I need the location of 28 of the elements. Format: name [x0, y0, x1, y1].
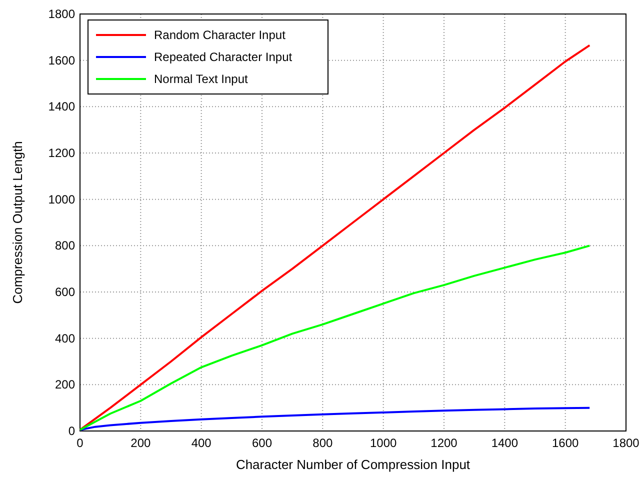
y-tick-label: 200: [54, 378, 76, 392]
legend-label: Random Character Input: [154, 28, 286, 42]
x-tick-label: 1800: [612, 436, 640, 450]
line-series: [79, 44, 591, 431]
x-tick-label: 1200: [430, 436, 458, 450]
y-tick-label: 1400: [48, 100, 76, 114]
x-tick-label: 1000: [370, 436, 398, 450]
y-axis-title: Compression Output Length: [10, 141, 25, 304]
legend-label: Repeated Character Input: [154, 50, 293, 64]
y-tick-label: 0: [68, 424, 76, 438]
x-tick-label: 1400: [491, 436, 518, 450]
y-tick-label: 400: [54, 331, 76, 346]
x-tick-label: 1600: [552, 436, 580, 450]
y-tick-label: 1000: [48, 192, 76, 206]
legend-label: Normal Text Input: [154, 72, 248, 86]
x-tick-label: 200: [130, 436, 151, 450]
x-axis-title: Character Number of Compression Input: [236, 457, 470, 472]
x-tick-label: 400: [191, 436, 212, 450]
y-tick-label: 1200: [48, 146, 76, 160]
x-tick-label: 800: [312, 436, 333, 450]
y-tick-label: 1600: [48, 53, 76, 68]
y-tick-label: 600: [54, 285, 76, 299]
line-series: [79, 244, 591, 431]
line-series: [79, 406, 591, 431]
y-tick-label: 800: [54, 238, 76, 253]
y-tick-label: 1800: [48, 7, 76, 21]
x-tick-label: 0: [76, 436, 84, 450]
x-tick-label: 600: [252, 436, 272, 450]
